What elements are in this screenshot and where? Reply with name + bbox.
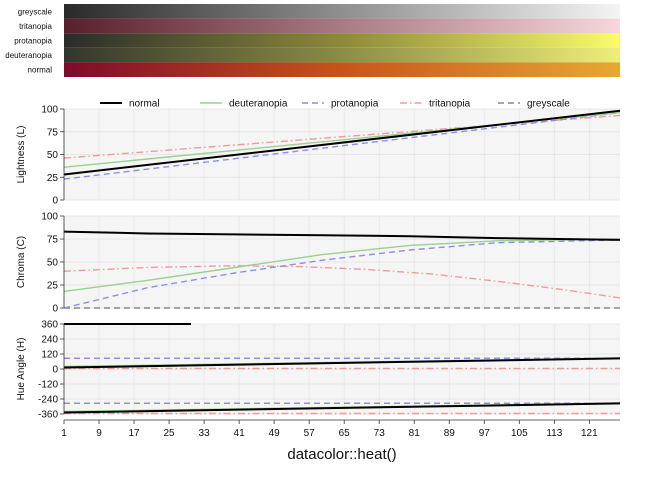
x-tick-label: 41 [234,428,246,439]
y-tick-label: 25 [47,281,59,292]
legend-label-protanopia: protanopia [331,99,379,110]
y-tick-label: 0 [52,196,58,207]
x-tick-label: 65 [339,428,351,439]
series-line-tritanopia [63,114,621,159]
legend: normal deuteranopia protanopia tritanopia gr… [100,99,570,110]
series-line-deuteranopia [63,238,621,293]
palette-strip-greyscale [64,4,620,19]
series-line-normal [63,357,621,369]
y-tick-label: 50 [47,258,59,269]
series-line-tritanopia [63,264,621,299]
strip-label-greyscale: greyscale [18,7,53,16]
chart-panels: 0 25 50 75 100 Lightness (L) 0 25 50 75 100 Chroma … [16,105,621,421]
y-tick-label: -360 [38,410,58,421]
x-tick-label: 1 [61,428,67,439]
series-line-normal [63,402,621,414]
strip-label-deuteranopia: deuteranopia [5,51,52,60]
x-axis: 1 9 17 25 33 41 49 57 65 73 81 89 97 105 113 121 [61,419,620,439]
x-tick-label: 81 [409,428,421,439]
y-tick-label: 0 [52,304,58,315]
y-tick-label: 0 [52,365,58,376]
strip-label-normal: normal [28,66,53,75]
panel-2: 0 25 50 75 100 Chroma (C) [16,212,621,315]
y-tick-label: 25 [47,173,59,184]
x-tick-label: 17 [128,428,140,439]
series-line-normal [63,230,621,241]
palette-strip-tritanopia [64,18,620,34]
palette-strip-deuteranopia [64,47,620,63]
strip-label-tritanopia: tritanopia [19,22,52,31]
y-axis-label: Chroma (C) [16,236,27,288]
x-tick-label: 9 [96,428,102,439]
y-axis-label: Hue Angle (H) [16,338,27,401]
x-tick-label: 33 [199,428,211,439]
legend-label-normal: normal [129,99,160,110]
chart-title: datacolor::heat() [287,446,396,463]
palette-strip-protanopia [64,33,620,48]
series-line-protanopia [63,111,621,180]
x-tick-label: 89 [444,428,456,439]
y-axis-label: Lightness (L) [16,126,27,184]
x-tick-label: 105 [511,428,528,439]
y-tick-label: -120 [38,380,58,391]
x-tick-label: 25 [164,428,176,439]
legend-label-deuteranopia: deuteranopia [229,99,288,110]
x-tick-label: 97 [479,428,491,439]
y-tick-label: 240 [41,335,58,346]
palette-strips: greyscale tritanopia protanopia deuteranopi… [5,4,620,77]
legend-label-greyscale: greyscale [527,99,570,110]
x-tick-label: 113 [546,428,562,439]
x-tick-label: 49 [269,428,281,439]
y-tick-label: 100 [41,212,58,223]
panel-1: 0 25 50 75 100 Lightness (L) [16,105,621,207]
x-tick-label: 57 [304,428,316,439]
y-tick-label: 100 [41,105,58,116]
x-tick-label: 73 [374,428,386,439]
legend-label-tritanopia: tritanopia [429,99,471,110]
series-line-normal [63,109,621,176]
strip-label-protanopia: protanopia [14,37,52,46]
x-tick-label: 121 [581,428,598,439]
y-tick-label: -240 [38,395,58,406]
panel-3: -360 -240 -120 0 120 240 360 Hue Angle (H) [16,320,621,421]
y-tick-label: 120 [41,350,58,361]
y-tick-label: 75 [47,127,59,138]
y-tick-label: 360 [41,320,58,331]
series-line-protanopia [63,239,621,309]
palette-strip-normal [64,62,620,77]
y-tick-label: 75 [47,235,59,246]
y-tick-label: 50 [47,150,59,161]
